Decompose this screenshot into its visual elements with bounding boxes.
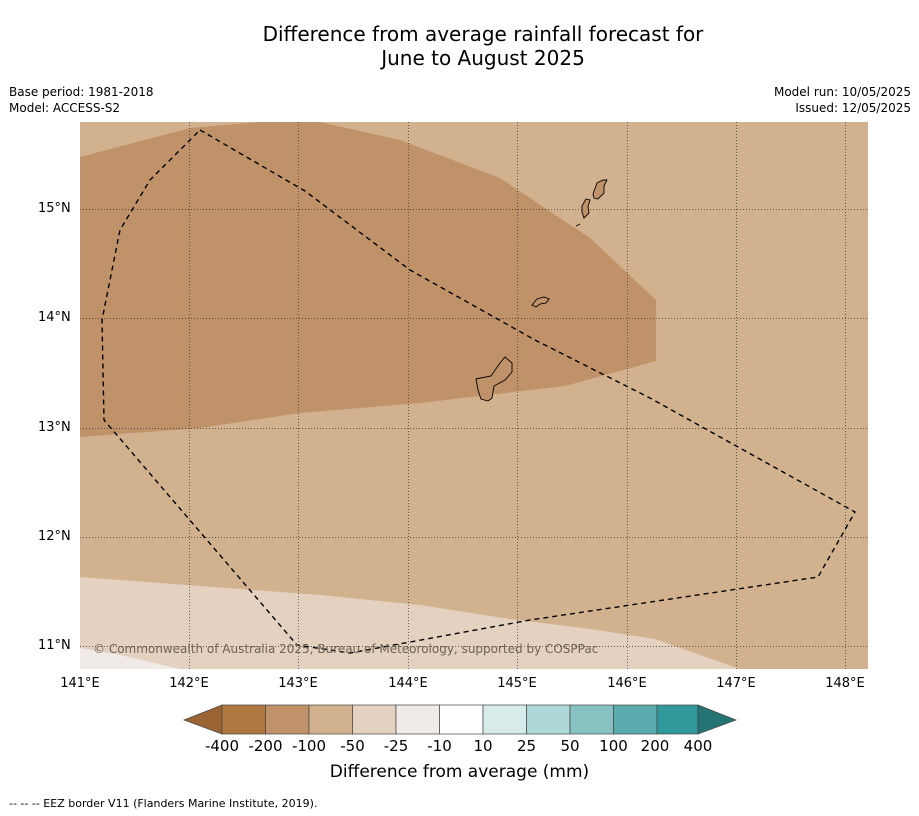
colorbar-label: -25	[383, 737, 409, 755]
eez-footnote: -- -- -- EEZ border V11 (Flanders Marine…	[9, 797, 318, 810]
lon-label-145e: 145°E	[497, 676, 537, 691]
colorbar-segment	[439, 704, 484, 735]
gridlines	[80, 122, 868, 669]
title-line-2: June to August 2025	[381, 46, 585, 70]
islands	[475, 179, 608, 402]
colorbar-label: -200	[248, 737, 283, 755]
colorbar-label: -400	[204, 737, 240, 755]
lon-label-148e: 148°E	[825, 676, 865, 691]
colorbar-segment	[308, 704, 353, 735]
lon-label-143e: 143°E	[278, 676, 318, 691]
colorbar-label: 100	[599, 737, 628, 755]
colorbar-label: -10	[427, 737, 452, 755]
colorbar-label: -50	[340, 737, 365, 755]
chart-title: Difference from average rainfall forecas…	[0, 22, 919, 70]
colorbar-label: 50	[560, 737, 580, 755]
region-minus-10	[80, 648, 180, 669]
colorbar-label: 200	[640, 737, 670, 755]
title-line-1: Difference from average rainfall forecas…	[262, 22, 704, 46]
region-minus-100	[80, 122, 656, 437]
lat-label-12n: 12°N	[38, 529, 71, 544]
colorbar-label: -100	[291, 737, 327, 755]
colorbar-segment	[482, 704, 527, 735]
colorbar-segment	[221, 704, 266, 735]
lat-label-13n: 13°N	[38, 420, 71, 435]
meta-left: Base period: 1981-2018 Model: ACCESS-S2	[9, 84, 154, 116]
colorbar-segment	[265, 704, 310, 735]
model-run: Model run: 10/05/2025	[773, 85, 911, 99]
base-period: Base period: 1981-2018	[9, 85, 154, 99]
colorbar-label: 400	[683, 737, 713, 755]
guam-island	[475, 356, 513, 402]
lat-label-11n: 11°N	[38, 638, 71, 653]
colorbar-extend-low	[183, 704, 223, 735]
colorbar	[183, 704, 737, 735]
colorbar-segment	[526, 704, 571, 735]
saipan-island	[592, 179, 608, 200]
lon-label-142e: 142°E	[169, 676, 209, 691]
issued-date: Issued: 12/05/2025	[795, 101, 911, 115]
colorbar-segment	[352, 704, 397, 735]
colorbar-segment	[569, 704, 614, 735]
colorbar-segment	[395, 704, 440, 735]
region-minus-25	[80, 577, 740, 669]
model-name: Model: ACCESS-S2	[9, 101, 121, 115]
eez-border	[101, 129, 856, 654]
lon-label-147e: 147°E	[716, 676, 756, 691]
lat-label-14n: 14°N	[38, 310, 71, 325]
aguijan-island	[575, 223, 581, 227]
copyright-notice: © Commonwealth of Australia 2025, Bureau…	[93, 642, 599, 656]
colorbar-segment	[656, 704, 699, 735]
tinian-island	[581, 198, 591, 219]
rota-island	[531, 296, 550, 308]
lat-label-15n: 15°N	[38, 201, 71, 216]
lon-label-146e: 146°E	[607, 676, 647, 691]
colorbar-label: 10	[473, 737, 493, 755]
colorbar-title: Difference from average (mm)	[329, 762, 590, 782]
colorbar-segment	[613, 704, 658, 735]
rainfall-field	[80, 122, 868, 669]
meta-right: Model run: 10/05/2025 Issued: 12/05/2025	[774, 84, 911, 116]
colorbar-label: 25	[516, 737, 537, 755]
colorbar-extend-high	[697, 704, 737, 735]
lon-label-141e: 141°E	[60, 676, 100, 691]
lon-label-144e: 144°E	[388, 676, 428, 691]
